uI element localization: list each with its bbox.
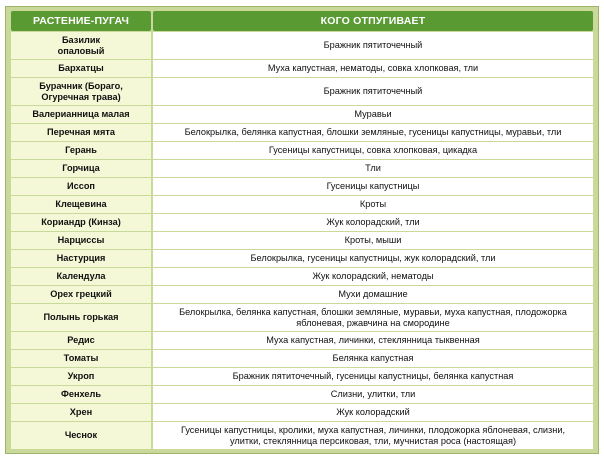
plant-name-cell: Томаты [11, 350, 151, 367]
table-row: Перечная мята Белокрылка, белянка капустн… [11, 124, 593, 141]
repelled-pests-cell: Гусеницы капустницы, совка хлопковая, ци… [153, 142, 593, 159]
table-row: Календула Жук колорадский, нематоды [11, 268, 593, 285]
plant-name-cell: Герань [11, 142, 151, 159]
repelled-pests-cell: Муха капустная, личинки, стеклянница тык… [153, 332, 593, 349]
plant-name-cell: Орех грецкий [11, 286, 151, 303]
repelled-pests-cell: Белокрылка, гусеницы капустницы, жук кол… [153, 250, 593, 267]
repelled-pests-cell: Белокрылка, белянка капустная, блошки зе… [153, 304, 593, 331]
repelled-pests-cell: Бражник пятиточечный, гусеницы капустниц… [153, 368, 593, 385]
table-row: Кориандр (Кинза) Жук колорадский, тли [11, 214, 593, 231]
plant-name-cell: Полынь горькая [11, 304, 151, 331]
plant-name-cell: Чеснок [11, 422, 151, 449]
plant-name-cell: Базилик опаловый [11, 32, 151, 59]
table-row: Базилик опаловый Бражник пятиточечный [11, 32, 593, 59]
plant-name-cell: Календула [11, 268, 151, 285]
plant-name-cell: Валерианница малая [11, 106, 151, 123]
table-row: Иссоп Гусеницы капустницы [11, 178, 593, 195]
table-row: Томаты Белянка капустная [11, 350, 593, 367]
plant-name-cell: Бурачник (Бораго, Огуречная трава) [11, 78, 151, 105]
table-row: Фенхель Слизни, улитки, тли [11, 386, 593, 403]
repelled-pests-cell: Гусеницы капустницы, кролики, муха капус… [153, 422, 593, 449]
repelled-pests-cell: Тли [153, 160, 593, 177]
table-row: Полынь горькая Белокрылка, белянка капуст… [11, 304, 593, 331]
plant-name-cell: Фенхель [11, 386, 151, 403]
repellent-plants-table: РАСТЕНИЕ-ПУГАЧ КОГО ОТПУГИВАЕТ Базилик оп… [9, 10, 595, 450]
header-pests: КОГО ОТПУГИВАЕТ [153, 11, 593, 31]
table-row: Чеснок Гусеницы капустницы, кролики, муха… [11, 422, 593, 449]
repelled-pests-cell: Слизни, улитки, тли [153, 386, 593, 403]
table-row: Хрен Жук колорадский [11, 404, 593, 421]
repelled-pests-cell: Муха капустная, нематоды, совка хлопкова… [153, 60, 593, 77]
table-row: Настурция Белокрылка, гусеницы капустницы… [11, 250, 593, 267]
repelled-pests-cell: Муравьи [153, 106, 593, 123]
table-row: Бархатцы Муха капустная, нематоды, совка … [11, 60, 593, 77]
repelled-pests-cell: Кроты [153, 196, 593, 213]
table-row: Орех грецкий Мухи домашние [11, 286, 593, 303]
plant-name-cell: Бархатцы [11, 60, 151, 77]
table-row: Нарциссы Кроты, мыши [11, 232, 593, 249]
table-header-row: РАСТЕНИЕ-ПУГАЧ КОГО ОТПУГИВАЕТ [11, 11, 593, 31]
table-row: Бурачник (Бораго, Огуречная трава) Бражник… [11, 78, 593, 105]
plant-name-cell: Кориандр (Кинза) [11, 214, 151, 231]
plant-name-cell: Укроп [11, 368, 151, 385]
plant-name-cell: Горчица [11, 160, 151, 177]
repelled-pests-cell: Бражник пятиточечный [153, 78, 593, 105]
table-row: Валерианница малая Муравьи [11, 106, 593, 123]
table-row: Герань Гусеницы капустницы, совка хлопков… [11, 142, 593, 159]
repelled-pests-cell: Мухи домашние [153, 286, 593, 303]
plant-name-cell: Хрен [11, 404, 151, 421]
table-row: Укроп Бражник пятиточечный, гусеницы капу… [11, 368, 593, 385]
plant-name-cell: Перечная мята [11, 124, 151, 141]
table-row: Горчица Тли [11, 160, 593, 177]
repelled-pests-cell: Жук колорадский, нематоды [153, 268, 593, 285]
repelled-pests-cell: Жук колорадский [153, 404, 593, 421]
plant-name-cell: Настурция [11, 250, 151, 267]
plant-name-cell: Клещевина [11, 196, 151, 213]
table-row: Клещевина Кроты [11, 196, 593, 213]
repelled-pests-cell: Гусеницы капустницы [153, 178, 593, 195]
plant-name-cell: Редис [11, 332, 151, 349]
plant-name-cell: Нарциссы [11, 232, 151, 249]
plant-name-cell: Иссоп [11, 178, 151, 195]
table-body: Базилик опаловый Бражник пятиточечный Барха… [11, 32, 593, 449]
table-panel: РАСТЕНИЕ-ПУГАЧ КОГО ОТПУГИВАЕТ Базилик оп… [5, 6, 599, 454]
header-plant: РАСТЕНИЕ-ПУГАЧ [11, 11, 151, 31]
table-row: Редис Муха капустная, личинки, стеклянниц… [11, 332, 593, 349]
repelled-pests-cell: Белокрылка, белянка капустная, блошки зе… [153, 124, 593, 141]
repelled-pests-cell: Белянка капустная [153, 350, 593, 367]
repelled-pests-cell: Кроты, мыши [153, 232, 593, 249]
repelled-pests-cell: Жук колорадский, тли [153, 214, 593, 231]
repelled-pests-cell: Бражник пятиточечный [153, 32, 593, 59]
